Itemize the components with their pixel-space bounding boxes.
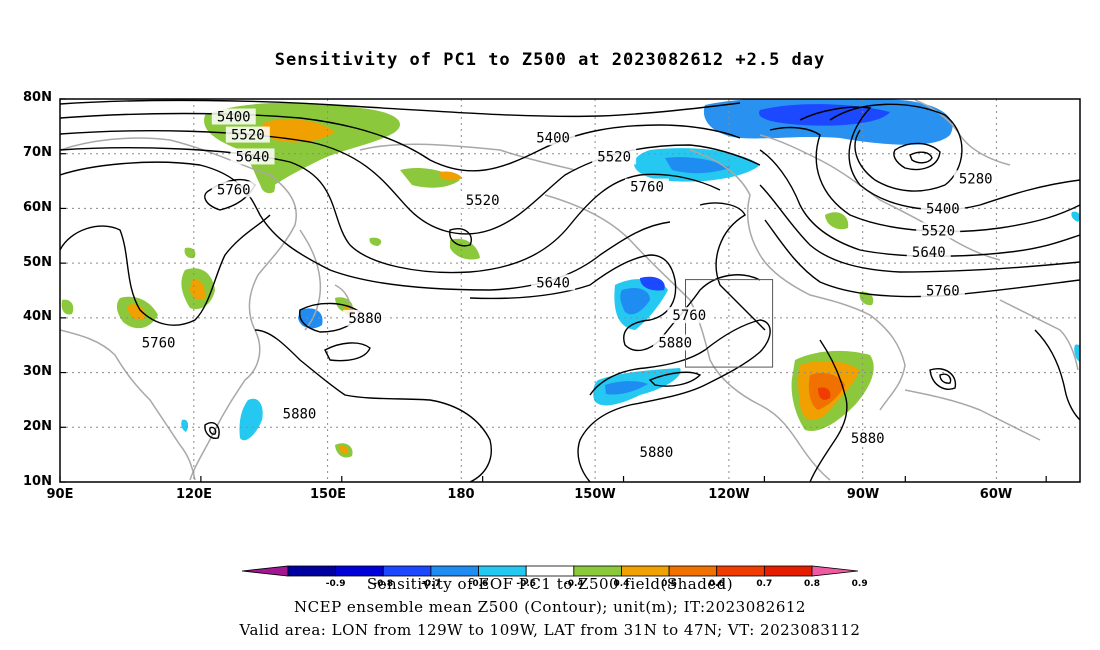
- contour-label-bg: [906, 244, 951, 261]
- contour-label: 5760: [672, 308, 706, 324]
- contour-label-bg: [920, 200, 965, 217]
- lon-label-60w: 60W: [979, 487, 1013, 502]
- contour-label-bg: [634, 443, 679, 460]
- grid-lines: [60, 99, 1080, 482]
- colorbar-max-arrow: [811, 565, 859, 577]
- contour-label: 5760: [142, 335, 176, 351]
- contour-label: 5400: [926, 201, 960, 217]
- colorbar-label: 0.6: [709, 579, 725, 589]
- contour-label-bg: [460, 192, 505, 209]
- colorbar-label: 0.5: [661, 579, 677, 589]
- colorbar-label: -0.6: [469, 579, 489, 589]
- contour-label: 5520: [921, 223, 955, 239]
- contour-label-bg: [277, 405, 322, 422]
- contour-labels: 5400 5520 5640 5760 5400 5520 5520 5760 5640 5880…: [136, 108, 998, 461]
- map-title: Sensitivity of PC1 to Z500 at 2023082612…: [274, 50, 826, 70]
- lat-label-80n: 80N: [23, 90, 52, 105]
- contour-label-bg: [667, 307, 712, 324]
- valid-area-box: [685, 279, 774, 368]
- contour-label-bg: [136, 334, 181, 351]
- caption-contour: NCEP ensemble mean Z500 (Contour); unit(…: [294, 598, 806, 616]
- contour-label: 5280: [959, 171, 993, 187]
- contour-label-bg: [230, 148, 275, 165]
- lon-label-120w: 120W: [708, 487, 750, 502]
- contour-label: 5880: [851, 431, 885, 447]
- caption-valid-area: Valid area: LON from 129W to 109W, LAT f…: [239, 621, 861, 639]
- lon-label-120e: 120E: [175, 487, 213, 502]
- lat-label-30n: 30N: [23, 364, 52, 379]
- coastlines: [60, 99, 1079, 481]
- colorbar-label: -0.5: [516, 579, 536, 589]
- contour-label-bg: [211, 181, 256, 198]
- colorbar-label: -0.8: [373, 579, 393, 589]
- colorbar-label: 0.4: [613, 579, 629, 589]
- contour-label-bg: [343, 309, 388, 326]
- lat-label-50n: 50N: [23, 255, 52, 270]
- colorbar: -0.9 -0.8 -0.7 -0.6 -0.5 -0.4 0.4 0.5 0.6 0.7 0.8 0…: [241, 565, 868, 589]
- lat-label-20n: 20N: [23, 419, 52, 434]
- lat-label-70n: 70N: [23, 145, 52, 160]
- contour-label: 5760: [217, 182, 251, 198]
- contour-label: 5400: [536, 130, 570, 146]
- contour-label: 5520: [466, 193, 500, 209]
- contour-label-bg: [592, 148, 637, 165]
- contour-label: 5880: [658, 335, 692, 351]
- lat-label-60n: 60N: [23, 200, 52, 215]
- lon-label-150w: 150W: [574, 487, 616, 502]
- lon-label-150e: 150E: [309, 487, 347, 502]
- colorbar-label: 0.7: [756, 579, 772, 589]
- shaded-sensitivity: [61, 99, 1080, 458]
- caption-shaded: Sensitivity of EOF PC1 to Z500 field(Sha…: [366, 575, 734, 593]
- colorbar-label: -0.9: [326, 579, 346, 589]
- contour-label: 5880: [640, 445, 674, 461]
- contour-label-bg: [225, 126, 270, 143]
- colorbar-label: -0.4: [564, 579, 584, 589]
- contour-label-bg: [920, 282, 965, 299]
- colorbar-label: 0.9: [852, 579, 868, 589]
- lon-label-90e: 90E: [46, 487, 74, 502]
- colorbar-label: 0.8: [804, 579, 820, 589]
- contour-label-bg: [916, 222, 961, 239]
- contour-label: 5880: [348, 311, 382, 327]
- contour-label: 5520: [231, 128, 265, 144]
- contour-label: 5640: [236, 149, 270, 165]
- contour-label: 5640: [536, 275, 570, 291]
- contour-label: 5880: [283, 407, 317, 423]
- colorbar-label: -0.7: [421, 579, 441, 589]
- lat-label-40n: 40N: [23, 309, 52, 324]
- z500-contours: [60, 99, 1080, 482]
- contour-label-bg: [953, 170, 998, 187]
- lat-label-10n: 10N: [23, 474, 52, 489]
- contour-label-bg: [211, 108, 256, 125]
- contour-label: 5640: [912, 245, 946, 261]
- contour-label: 5520: [597, 149, 631, 165]
- contour-label-bg: [531, 274, 576, 291]
- contour-label-bg: [531, 129, 576, 146]
- contour-label: 5760: [630, 180, 664, 196]
- lon-label-180: 180: [447, 487, 475, 502]
- contour-label-bg: [625, 178, 670, 195]
- contour-label: 5760: [926, 284, 960, 300]
- contour-label-bg: [845, 430, 890, 447]
- contour-label-bg: [653, 334, 698, 351]
- lon-label-90w: 90W: [846, 487, 880, 502]
- contour-label: 5400: [217, 110, 251, 126]
- plot-frame: [59, 98, 1081, 483]
